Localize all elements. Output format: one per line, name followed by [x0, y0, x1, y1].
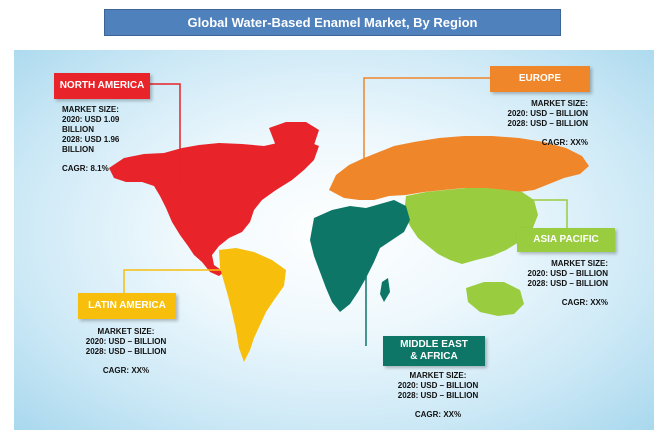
middle-east-africa-market-size-label: MARKET SIZE: [409, 371, 467, 380]
asia-pacific-region [404, 188, 538, 264]
north-america-market-size-label: MARKET SIZE: [62, 105, 119, 114]
middle-east-africa-2020: 2020: USD – BILLION [397, 381, 479, 390]
europe-region [329, 136, 589, 200]
latin-america-market-size-label: MARKET SIZE: [97, 327, 155, 336]
asia-pacific-badge: ASIA PACIFIC [517, 228, 615, 252]
europe-2020: 2020: USD – BILLION [507, 109, 588, 118]
map-title: Global Water-Based Enamel Market, By Reg… [104, 9, 561, 36]
middle-east-africa-region [310, 200, 410, 312]
latin-america-region [219, 248, 286, 362]
asia-pacific-cagr: CAGR: XX% [561, 298, 608, 307]
australia-shape [466, 282, 524, 316]
asia-pacific-connector [454, 199, 568, 230]
middle-east-africa-2028: 2028: USD – BILLION [397, 391, 479, 400]
asia-pacific-info: MARKET SIZE: 2020: USD – BILLION 2028: U… [504, 259, 608, 308]
europe-badge: EUROPE [490, 66, 590, 92]
asia-pacific-2028: 2028: USD – BILLION [527, 279, 608, 288]
europe-connector [363, 77, 490, 178]
latin-america-2028: 2028: USD – BILLION [85, 347, 167, 356]
world-map [109, 77, 589, 362]
europe-market-size-label: MARKET SIZE: [531, 99, 588, 108]
europe-cagr: CAGR: XX% [541, 138, 588, 147]
north-america-region [109, 140, 319, 276]
north-america-2028: 2028: USD 1.96 [62, 135, 120, 144]
latin-america-badge: LATIN AMERICA [78, 293, 176, 319]
north-america-connector [150, 83, 181, 188]
latin-america-info: MARKET SIZE: 2020: USD – BILLION 2028: U… [74, 327, 178, 376]
north-america-2020-unit: BILLION [62, 125, 94, 134]
middle-east-africa-info: MARKET SIZE: 2020: USD – BILLION 2028: U… [386, 371, 490, 420]
greenland-shape [269, 122, 319, 154]
latin-america-connector [123, 269, 232, 293]
north-america-2028-unit: BILLION [62, 145, 94, 154]
asia-pacific-2020: 2020: USD – BILLION [527, 269, 608, 278]
latin-america-cagr: CAGR: XX% [102, 366, 150, 375]
madagascar-shape [380, 278, 390, 302]
europe-info: MARKET SIZE: 2020: USD – BILLION 2028: U… [484, 99, 588, 148]
middle-east-africa-name-line2: & AFRICA [410, 351, 458, 362]
europe-2028: 2028: USD – BILLION [507, 119, 588, 128]
middle-east-africa-name-line1: MIDDLE EAST [400, 339, 468, 350]
north-america-badge: NORTH AMERICA [54, 73, 150, 99]
middle-east-africa-badge: MIDDLE EAST & AFRICA [383, 336, 485, 366]
north-america-info: MARKET SIZE: 2020: USD 1.09 BILLION 2028… [62, 105, 119, 174]
middle-east-africa-cagr: CAGR: XX% [414, 410, 462, 419]
latin-america-2020: 2020: USD – BILLION [85, 337, 167, 346]
north-america-cagr: CAGR: 8.1% [62, 164, 109, 173]
asia-pacific-market-size-label: MARKET SIZE: [551, 259, 608, 268]
north-america-2020: 2020: USD 1.09 [62, 115, 120, 124]
